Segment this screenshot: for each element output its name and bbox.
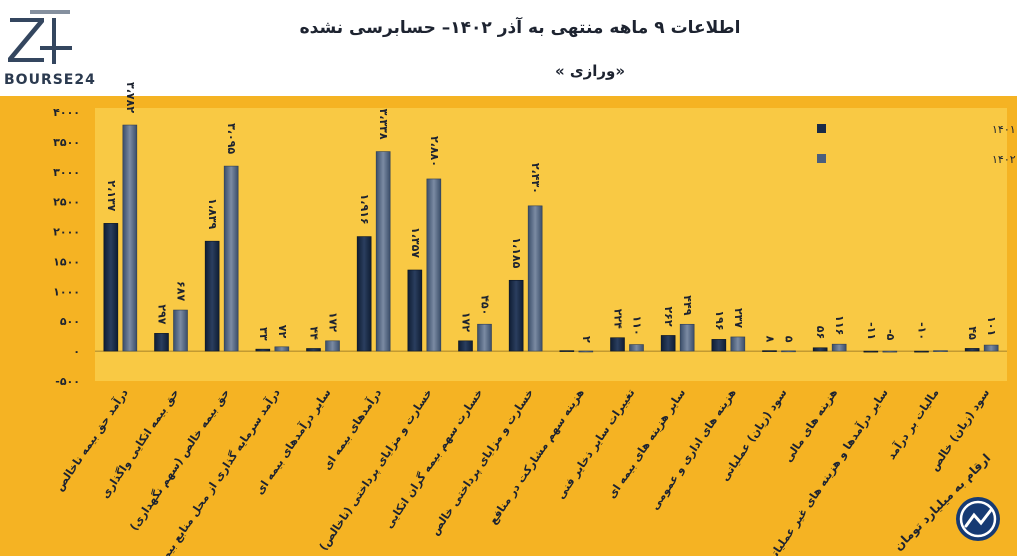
y-tick-label: ۱۵۰۰ (53, 255, 80, 268)
data-label: ۲۳۷ (732, 308, 745, 328)
bar-1402 (223, 165, 239, 352)
data-label: ۳،۳۳۸ (377, 109, 390, 140)
bar-1401 (356, 236, 372, 352)
data-label: -۱۱ (865, 322, 878, 340)
data-label: ۶۸۷ (175, 281, 188, 301)
bar-1402 (831, 343, 847, 352)
bar-1402 (983, 344, 999, 352)
data-label: ۵۶ (814, 326, 827, 339)
plot-area (95, 108, 1007, 381)
y-tick-label: ۲۰۰۰ (53, 226, 80, 239)
data-label: ۴۴ (308, 326, 321, 340)
data-label: ۴۵۰ (479, 295, 492, 315)
badge-ring (959, 500, 997, 538)
y-axis: ۴۰۰۰ ۳۵۰۰ ۳۰۰۰ ۲۵۰۰ ۲۰۰۰ ۱۵۰۰ ۱۰۰۰ ۵۰۰ ۰ -۵۰۰ (53, 106, 1007, 388)
data-label: ۳،۰۹۵ (225, 123, 238, 154)
bar-1401 (762, 350, 777, 352)
bar-1402 (781, 350, 796, 353)
bar-1401 (914, 350, 929, 353)
bar-1402 (173, 309, 188, 352)
data-label: -۵ (884, 329, 897, 341)
data-label: ۱۰۱ (985, 316, 998, 336)
bar-1402 (375, 151, 391, 352)
data-label: ۲۹۷ (156, 304, 169, 324)
bar-1401 (660, 335, 676, 352)
data-label: ۱۹۶ (713, 310, 726, 330)
bar-1402 (629, 344, 644, 352)
bar-1401 (458, 340, 473, 352)
bar-1401 (812, 347, 828, 352)
bar-1402 (325, 340, 340, 352)
chart-subtitle: «ورازی » (555, 62, 625, 80)
data-label: ۱،۱۸۵ (510, 237, 523, 268)
bar-1401 (964, 348, 980, 352)
bar-1402 (122, 124, 138, 352)
bar-1402 (882, 350, 898, 353)
bar-1401 (204, 240, 220, 352)
legend-label-1402: عملکرد منتهی به آذر ۱۴۰۲ (992, 152, 1017, 166)
y-tick-label: ۱۰۰۰ (53, 285, 80, 298)
data-label: ۸ (764, 336, 777, 343)
legend-swatch-1402 (817, 154, 826, 163)
y-tick-label: -۵۰۰ (55, 375, 80, 388)
y-tick-label: ۵۰۰ (60, 315, 80, 328)
data-label: ۱،۸۳۹ (206, 198, 219, 229)
y-tick-label: ۴۰۰۰ (53, 106, 80, 119)
bar-1401 (863, 350, 879, 353)
y-tick-label: ۰ (73, 345, 80, 358)
bar-1402 (527, 205, 543, 352)
bar-1401 (508, 279, 524, 352)
data-label: ۲،۸۸۰ (428, 136, 441, 167)
data-label: ۲،۴۳۰ (529, 163, 542, 194)
data-label: ۷۲ (276, 325, 289, 339)
bar-1401 (559, 350, 575, 352)
bar-1402 (426, 178, 442, 352)
data-label: ۱،۳۵۷ (409, 227, 422, 258)
data-label: ۱۱۰ (631, 316, 644, 336)
data-label: ۲ (580, 336, 593, 343)
data-label: ۱۱۶ (833, 315, 846, 335)
y-tick-label: ۲۵۰۰ (53, 196, 80, 209)
data-label: ۱۷۲ (327, 312, 340, 332)
y-tick-label: ۳۵۰۰ (53, 136, 80, 149)
data-label: ۱،۹۱۶ (358, 194, 371, 225)
data-label: ۵ (783, 336, 796, 343)
data-label: ۳۳ (257, 327, 270, 341)
legend: عملکرد منتهی به آذر ۱۴۰۱ عملکرد منتهی به… (817, 122, 1017, 166)
y-tick-label: ۳۰۰۰ (53, 166, 80, 179)
bar-1401 (407, 269, 423, 352)
legend-label-1401: عملکرد منتهی به آذر ۱۴۰۱ (992, 122, 1017, 136)
data-label: ۲۶۲ (662, 306, 675, 326)
bar-1401 (255, 348, 271, 352)
data-label: ۴۵ (966, 326, 979, 340)
bars-group (103, 124, 999, 353)
bar-1401 (610, 337, 625, 352)
data-label: ۴۴۹ (681, 295, 694, 315)
bar-1402 (578, 350, 594, 353)
chart-title: اطلاعات ۹ ماهه منتهی به آذر ۱۴۰۲– حسابرس… (300, 16, 741, 38)
bar-1401 (711, 339, 727, 352)
data-label: ۱۷۲ (460, 312, 473, 332)
bar-1401 (306, 348, 321, 352)
bar-1402 (933, 350, 948, 352)
logo-text: BOURSE24 (4, 72, 96, 88)
bar-1402 (274, 346, 290, 352)
bar-1401 (103, 223, 119, 352)
bar-1402 (477, 323, 492, 352)
data-label: ۳،۷۸۲ (124, 82, 137, 113)
trend-icon (964, 508, 993, 528)
bar-1402 (679, 323, 695, 352)
data-label: -۱۰ (916, 322, 929, 340)
data-label: ۲،۱۳۷ (105, 180, 118, 211)
bar-1401 (154, 333, 169, 352)
legend-swatch-1401 (817, 124, 826, 133)
bar-labels-group: ۲،۱۳۷ ۳،۷۸۲ ۲۹۷ ۶۸۷ ۱،۸۳۹ ۳،۰۹۵ ۳۳ ۷۲ ۴۴ ۱۷۲ ۱،۹۱۶… (105, 82, 998, 343)
bourse24-logo (8, 10, 72, 64)
data-label: ۲۲۴ (612, 309, 625, 329)
bar-1402 (730, 336, 746, 352)
